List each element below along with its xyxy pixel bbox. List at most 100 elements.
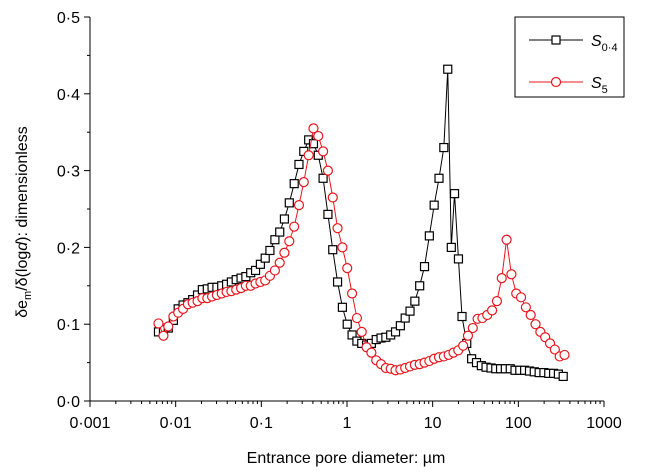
series-0-point	[308, 139, 319, 149]
x-tick-label: 0·001	[70, 415, 111, 432]
legend-label-sub: 0·4	[602, 42, 618, 54]
x-tick-label: 1	[343, 415, 352, 432]
x-tick-label: 0·01	[160, 415, 192, 432]
series-1-point	[356, 326, 367, 337]
series-0-point	[457, 311, 467, 322]
series-1-point	[303, 150, 314, 161]
series-0-point	[255, 259, 265, 269]
series-1-point	[332, 223, 343, 234]
series-0-point	[294, 159, 304, 170]
series-0-point	[434, 173, 444, 183]
series-0-point	[453, 254, 464, 264]
series-1-point	[342, 263, 353, 274]
series-1-point	[520, 302, 531, 313]
series-0-point	[429, 200, 439, 210]
y-axis-title-mid: /δ(log	[14, 251, 31, 291]
x-tick-label: 1000	[586, 415, 622, 432]
series-0-point	[279, 214, 290, 224]
series-1-point	[298, 177, 309, 188]
legend-label-sub: 5	[602, 84, 608, 96]
series-1-point	[351, 312, 363, 324]
series-1-point	[313, 130, 324, 142]
series-0-point	[405, 306, 415, 316]
series-1-point	[289, 221, 300, 232]
series-0-point	[439, 142, 449, 153]
legend-marker-1	[550, 76, 562, 88]
series-1	[153, 123, 570, 376]
series-1-point	[293, 200, 305, 211]
series-0-point	[260, 253, 270, 263]
series-1-point	[501, 234, 512, 245]
x-tick-label: 0·1	[250, 415, 273, 432]
legend-marker-0	[551, 35, 561, 45]
series-0-point	[410, 296, 420, 306]
series-1-point	[486, 305, 498, 316]
series-1-point	[158, 330, 169, 341]
series-0-point	[332, 277, 343, 287]
series-1-point	[525, 309, 536, 321]
series-0-point	[342, 319, 352, 329]
series-1-point	[530, 319, 541, 330]
series-0-point	[390, 327, 401, 337]
series-0-point	[337, 302, 348, 312]
series-1-point	[491, 296, 503, 307]
series-1-point	[317, 146, 329, 157]
series-1-point	[467, 322, 478, 334]
series-0-point	[419, 262, 430, 272]
legend: S0·4S5	[514, 16, 625, 98]
series-1-point	[462, 330, 474, 341]
series-0-point	[395, 321, 405, 331]
series-1-point	[153, 318, 164, 329]
series-0-point	[558, 371, 568, 382]
series-1-point	[506, 269, 517, 280]
series-1-point	[496, 273, 507, 284]
x-tick-label: 100	[505, 415, 532, 432]
y-axis-title-suffix: ): dimensionless	[14, 126, 31, 242]
series-0-point	[328, 245, 338, 255]
y-tick-label: 0·2	[57, 240, 80, 257]
series-1-point	[279, 247, 290, 258]
series-0-point	[424, 231, 434, 241]
y-axis-title-prefix: δe	[14, 300, 31, 318]
legend-label-name: S	[591, 33, 602, 50]
series-1-point	[458, 340, 469, 351]
series-0-point	[284, 198, 294, 208]
series-1-point	[269, 265, 280, 276]
series-0-point	[400, 313, 410, 323]
series-layer	[153, 64, 570, 382]
series-0-point	[449, 189, 460, 199]
series-1-point	[284, 236, 295, 247]
y-tick-label: 0·1	[57, 317, 80, 334]
series-1-point	[163, 321, 174, 332]
legend-label-1: S5	[591, 75, 608, 96]
series-1-point	[515, 292, 527, 303]
y-tick-label: 0·5	[57, 10, 80, 27]
series-1-point	[322, 165, 334, 176]
y-tick-label: 0·4	[57, 87, 80, 104]
x-tick-label: 10	[424, 415, 442, 432]
y-axis-title-var: d	[14, 241, 31, 251]
series-1-point	[559, 349, 570, 361]
x-axis-title: Entrance pore diameter: µm	[247, 450, 446, 467]
series-0-point	[446, 242, 456, 252]
series-0-point	[443, 64, 453, 74]
series-0-point	[289, 179, 299, 189]
series-0-point	[347, 330, 357, 340]
series-0-point	[270, 235, 280, 245]
series-0-point	[265, 245, 275, 256]
legend-box	[514, 16, 625, 98]
series-1-point	[346, 288, 358, 299]
series-0-point	[318, 173, 328, 183]
legend-label-name: S	[591, 75, 602, 92]
y-tick-label: 0·0	[57, 394, 80, 411]
series-0-point	[415, 281, 425, 291]
series-1-point	[549, 344, 560, 355]
series-0-point	[250, 265, 261, 276]
y-axis-title-sub: m	[22, 291, 34, 300]
series-1-point	[274, 257, 285, 268]
series-1-point	[327, 192, 338, 203]
series-0-point	[275, 227, 285, 237]
y-tick-label: 0·3	[57, 164, 80, 181]
series-0-point	[323, 209, 333, 219]
